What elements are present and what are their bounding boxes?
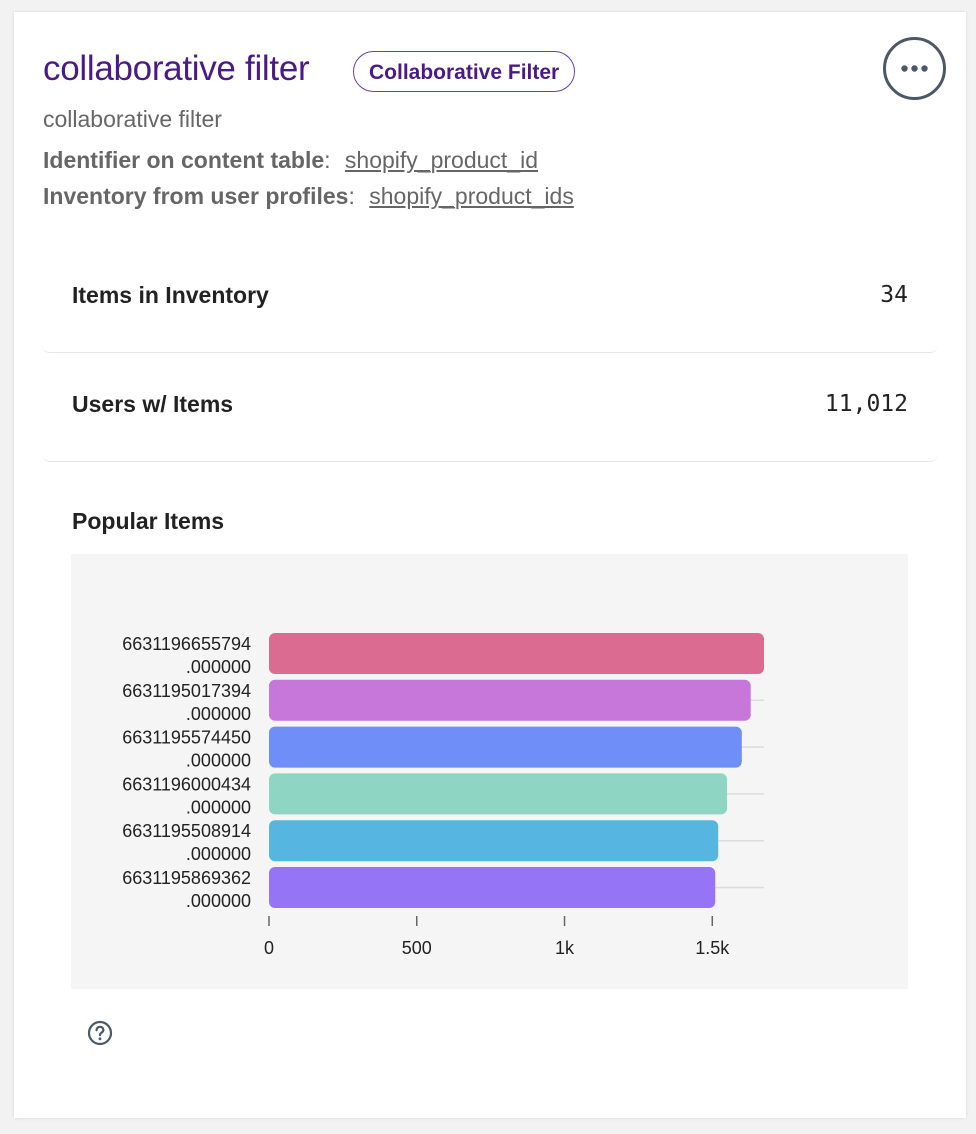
category-label: 6631196655794 <box>122 634 251 654</box>
inventory-source-key: Inventory from user profiles <box>43 183 349 209</box>
category-label: .000000 <box>186 657 251 677</box>
stat-value: 34 <box>880 282 908 308</box>
stat-users-with-items: Users w/ Items 11,012 <box>42 353 938 462</box>
x-tick-label: 500 <box>402 938 432 958</box>
card-subtitle: collaborative filter <box>43 106 222 132</box>
bar <box>269 773 728 815</box>
card-title: collaborative filter <box>43 49 310 88</box>
question-circle-icon[interactable] <box>87 1020 113 1046</box>
ellipsis-icon <box>901 65 928 72</box>
bar <box>269 633 764 674</box>
popular-items-chart: 6631196655794 .000000 6631195017394 .000000… <box>71 554 908 989</box>
identifier-link[interactable]: shopify_product_id <box>344 147 538 173</box>
category-label: .000000 <box>186 891 251 911</box>
category-label: 6631195574450 <box>122 728 251 748</box>
bar <box>269 726 742 768</box>
category-label: .000000 <box>186 751 251 771</box>
more-options-button[interactable] <box>883 37 946 100</box>
category-label: .000000 <box>186 797 251 817</box>
x-tick-label: 1.5k <box>695 938 730 958</box>
identifier-separator: : <box>324 147 331 173</box>
category-label: .000000 <box>186 844 251 864</box>
inventory-source-row: Inventory from user profiles: shopify_pr… <box>43 181 574 211</box>
stat-value: 11,012 <box>824 391 908 417</box>
category-label: 6631195508914 <box>122 821 251 841</box>
x-tick-label: 1k <box>555 938 575 958</box>
inventory-source-separator: : <box>348 183 355 209</box>
x-tick-label: 0 <box>264 938 274 958</box>
popular-items-title: Popular Items <box>72 508 225 534</box>
category-label: .000000 <box>186 704 251 724</box>
collaborative-filter-card: collaborative filter Collaborative Filte… <box>14 12 966 1118</box>
bar <box>269 867 716 908</box>
category-label: 6631195869362 <box>122 868 251 888</box>
bar <box>269 679 751 721</box>
stat-items-in-inventory: Items in Inventory 34 <box>42 244 938 353</box>
identifier-key: Identifier on content table <box>43 147 325 173</box>
identifier-row: Identifier on content table: shopify_pro… <box>43 145 538 175</box>
stat-label: Items in Inventory <box>72 282 269 308</box>
category-label: 6631195017394 <box>122 681 251 701</box>
stat-label: Users w/ Items <box>72 391 234 417</box>
type-badge: Collaborative Filter <box>353 51 576 92</box>
bar-chart-svg: 6631196655794 .000000 6631195017394 .000000… <box>122 633 764 958</box>
bar <box>269 820 719 862</box>
inventory-source-link[interactable]: shopify_product_ids <box>369 183 574 209</box>
category-label: 6631196000434 <box>122 774 251 794</box>
